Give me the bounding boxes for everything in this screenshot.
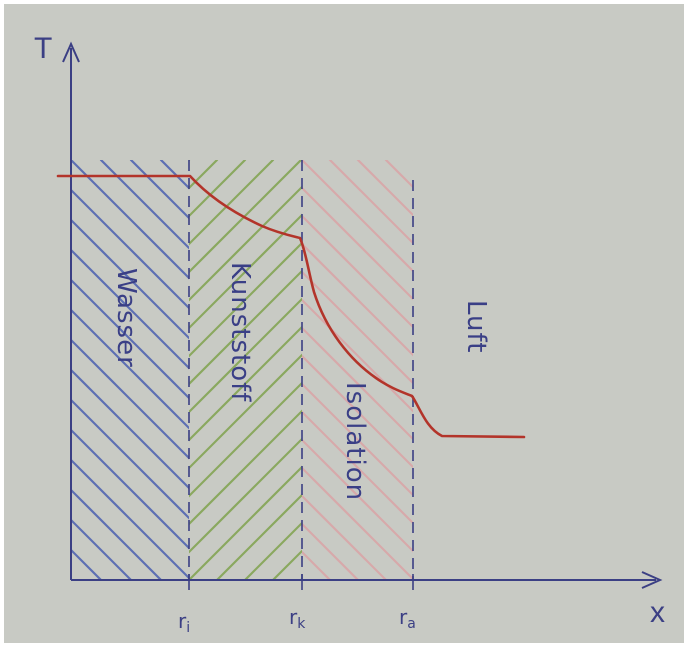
- temperature-curve: [56, 174, 526, 439]
- region-label-luft: Luft: [461, 300, 491, 353]
- hatch-stroke: [189, 297, 302, 414]
- hatch-stroke: [71, 458, 189, 580]
- region-label-kunststoff: Kunststoff: [225, 262, 255, 402]
- hatch-stroke: [71, 160, 189, 280]
- hatch-stroke: [189, 437, 302, 554]
- region-kunststoff-hatching: [189, 160, 302, 580]
- tick-label-ra: ra: [399, 605, 416, 632]
- y-axis-arrow: [62, 41, 80, 63]
- hatch-stroke: [302, 466, 413, 580]
- x-axis-label: x: [650, 596, 665, 629]
- tick-label-rk: rk: [289, 605, 306, 632]
- hatch-stroke: [302, 186, 413, 301]
- hatch-stroke: [99, 160, 189, 250]
- hatch-stroke: [302, 214, 413, 329]
- hatch-stroke: [302, 326, 413, 441]
- hatch-stroke: [302, 494, 388, 580]
- hatch-stroke: [189, 353, 302, 470]
- hatch-stroke: [302, 354, 413, 469]
- hatch-stroke: [189, 185, 302, 302]
- hatch-stroke: [302, 160, 413, 273]
- hatch-stroke: [328, 160, 413, 245]
- hatch-stroke: [189, 325, 302, 442]
- hatch-stroke: [71, 308, 189, 430]
- hatch-stroke: [189, 213, 302, 330]
- hatch-stroke: [302, 298, 413, 413]
- hatch-stroke: [189, 160, 302, 274]
- region-isolation-hatching: [302, 160, 413, 580]
- hatch-stroke: [189, 269, 302, 386]
- region-label-wasser: Wasser: [111, 268, 141, 368]
- hatch-stroke: [215, 493, 302, 580]
- hatch-stroke: [71, 218, 189, 340]
- x-axis-arrow: [641, 571, 663, 589]
- hatch-stroke: [189, 409, 302, 526]
- hatch-stroke: [302, 438, 413, 553]
- hatch-stroke: [302, 270, 413, 385]
- y-axis-label: T: [34, 32, 52, 65]
- hatch-stroke: [71, 278, 189, 400]
- region-label-isolation: Isolation: [340, 382, 370, 501]
- tick-label-ri: ri: [178, 609, 190, 636]
- hatch-stroke: [302, 410, 413, 525]
- hatch-stroke: [71, 428, 189, 550]
- hatch-stroke: [189, 465, 302, 580]
- hatch-stroke: [71, 488, 163, 580]
- hatch-stroke: [71, 188, 189, 310]
- region-wasser-hatching: [71, 160, 189, 580]
- hatch-stroke: [71, 398, 189, 520]
- hatch-stroke: [71, 338, 189, 460]
- hatch-stroke: [189, 160, 275, 246]
